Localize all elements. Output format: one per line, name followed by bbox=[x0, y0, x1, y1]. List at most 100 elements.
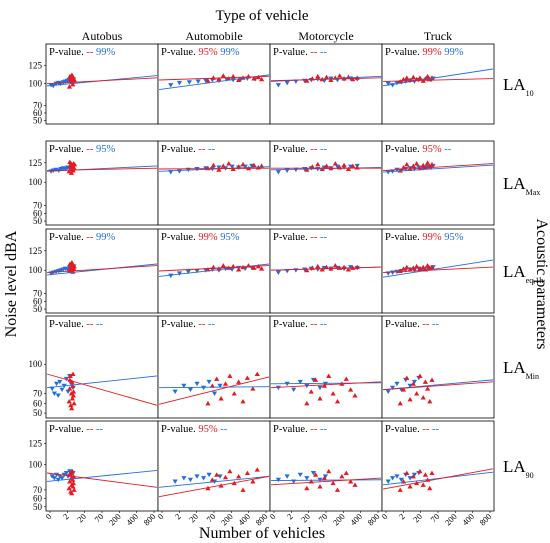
point-red bbox=[330, 391, 336, 396]
pvalue-part: -- bbox=[432, 424, 439, 435]
pvalue-part: -- bbox=[444, 144, 451, 155]
point-blue bbox=[176, 80, 183, 86]
column-header: Autobus bbox=[82, 29, 123, 43]
pvalue-part: -- bbox=[320, 319, 327, 330]
point-red bbox=[420, 264, 426, 270]
row-label: LA10 bbox=[503, 75, 534, 98]
pvalue-annotation: P-value. -- -- bbox=[273, 424, 327, 435]
right-axis-title: Acoustic parameters bbox=[533, 218, 550, 349]
point-blue bbox=[275, 270, 281, 275]
point-red bbox=[244, 375, 250, 380]
pvalue-part: P-value. bbox=[49, 47, 86, 58]
point-red bbox=[69, 468, 76, 474]
point-red bbox=[332, 263, 338, 268]
point-red bbox=[425, 386, 431, 391]
pvalue-annotation: P-value. -- -- bbox=[161, 319, 215, 330]
point-red bbox=[67, 386, 73, 391]
y-tick-label: 100 bbox=[29, 359, 43, 369]
point-red bbox=[220, 163, 226, 168]
point-red bbox=[315, 161, 321, 167]
point-red bbox=[341, 162, 347, 168]
pvalue-part: -- bbox=[86, 319, 96, 330]
point-red bbox=[400, 266, 407, 271]
point-red bbox=[254, 467, 260, 472]
point-red bbox=[348, 387, 354, 392]
point-red bbox=[425, 160, 431, 165]
point-red bbox=[404, 161, 410, 167]
y-tick-label: 60 bbox=[33, 493, 43, 503]
point-red bbox=[205, 78, 211, 83]
point-blue bbox=[187, 477, 194, 483]
point-red bbox=[323, 163, 330, 168]
point-blue bbox=[284, 80, 290, 86]
pvalue-part: -- bbox=[208, 144, 215, 155]
point-red bbox=[326, 468, 332, 474]
point-red bbox=[404, 264, 410, 270]
point-blue bbox=[187, 387, 194, 393]
point-red bbox=[70, 480, 77, 486]
point-red bbox=[227, 468, 233, 474]
point-red bbox=[70, 265, 77, 270]
point-red bbox=[226, 161, 232, 166]
point-red bbox=[397, 400, 403, 406]
point-blue bbox=[394, 474, 400, 479]
trend-line-red bbox=[270, 477, 382, 486]
pvalue-part: P-value. bbox=[49, 424, 86, 435]
x-tick-label: 0 bbox=[43, 511, 53, 521]
point-red bbox=[427, 398, 433, 404]
trend-line-red bbox=[270, 77, 382, 82]
x-tick-label: 70 bbox=[204, 511, 217, 524]
pvalue-annotation: P-value. -- -- bbox=[385, 424, 439, 435]
row-label: LAMax bbox=[503, 174, 540, 197]
pvalue-part: -- bbox=[86, 144, 96, 155]
pvalue-annotation: P-value. -- -- bbox=[49, 424, 103, 435]
point-blue bbox=[348, 265, 354, 270]
point-red bbox=[68, 170, 75, 175]
point-red bbox=[231, 391, 237, 396]
point-red bbox=[69, 72, 75, 77]
point-red bbox=[250, 479, 256, 484]
point-red bbox=[313, 377, 319, 382]
pvalue-part: 99% bbox=[96, 232, 116, 243]
x-tick-label: 2 bbox=[397, 511, 407, 521]
trend-line-blue bbox=[158, 386, 270, 389]
point-red bbox=[345, 166, 352, 171]
point-red bbox=[244, 470, 250, 475]
trend-line-red bbox=[158, 75, 270, 81]
point-red bbox=[407, 397, 413, 402]
row-label-subscript: eq,1h bbox=[526, 276, 544, 285]
point-red bbox=[334, 487, 341, 492]
pvalue-annotation: P-value. -- -- bbox=[273, 319, 327, 330]
row-label-subscript: 90 bbox=[526, 471, 534, 480]
point-red bbox=[326, 373, 332, 378]
point-red bbox=[420, 395, 426, 400]
y-tick-label: 100 bbox=[29, 460, 43, 470]
point-red bbox=[216, 76, 222, 82]
row-label: LA90 bbox=[503, 457, 534, 480]
point-red bbox=[66, 84, 73, 89]
x-tick-label: 2 bbox=[173, 511, 183, 521]
y-tick-label: 100 bbox=[29, 79, 43, 89]
point-red bbox=[417, 373, 423, 378]
point-red bbox=[210, 162, 217, 168]
point-red bbox=[337, 73, 343, 78]
pvalue-part: P-value. bbox=[385, 424, 422, 435]
x-tick-label: 0 bbox=[267, 511, 277, 521]
pvalue-annotation: P-value. -- 99% bbox=[49, 232, 115, 243]
x-tick-label: 400 bbox=[124, 511, 140, 527]
x-tick-label: 20 bbox=[187, 511, 200, 524]
point-red bbox=[220, 73, 226, 78]
point-red bbox=[66, 485, 72, 491]
point-blue bbox=[57, 379, 63, 385]
panel-frame bbox=[381, 140, 495, 226]
trend-line-red bbox=[382, 78, 494, 82]
x-tick-label: 2 bbox=[285, 511, 295, 521]
trend-line-blue bbox=[46, 375, 158, 389]
point-red bbox=[332, 161, 338, 166]
pvalue-annotation: P-value. -- 95% bbox=[49, 144, 115, 155]
x-tick-label: 20 bbox=[75, 511, 88, 524]
point-red bbox=[400, 387, 407, 392]
point-red bbox=[417, 266, 423, 271]
panel-frame bbox=[269, 43, 383, 125]
point-red bbox=[319, 267, 325, 272]
